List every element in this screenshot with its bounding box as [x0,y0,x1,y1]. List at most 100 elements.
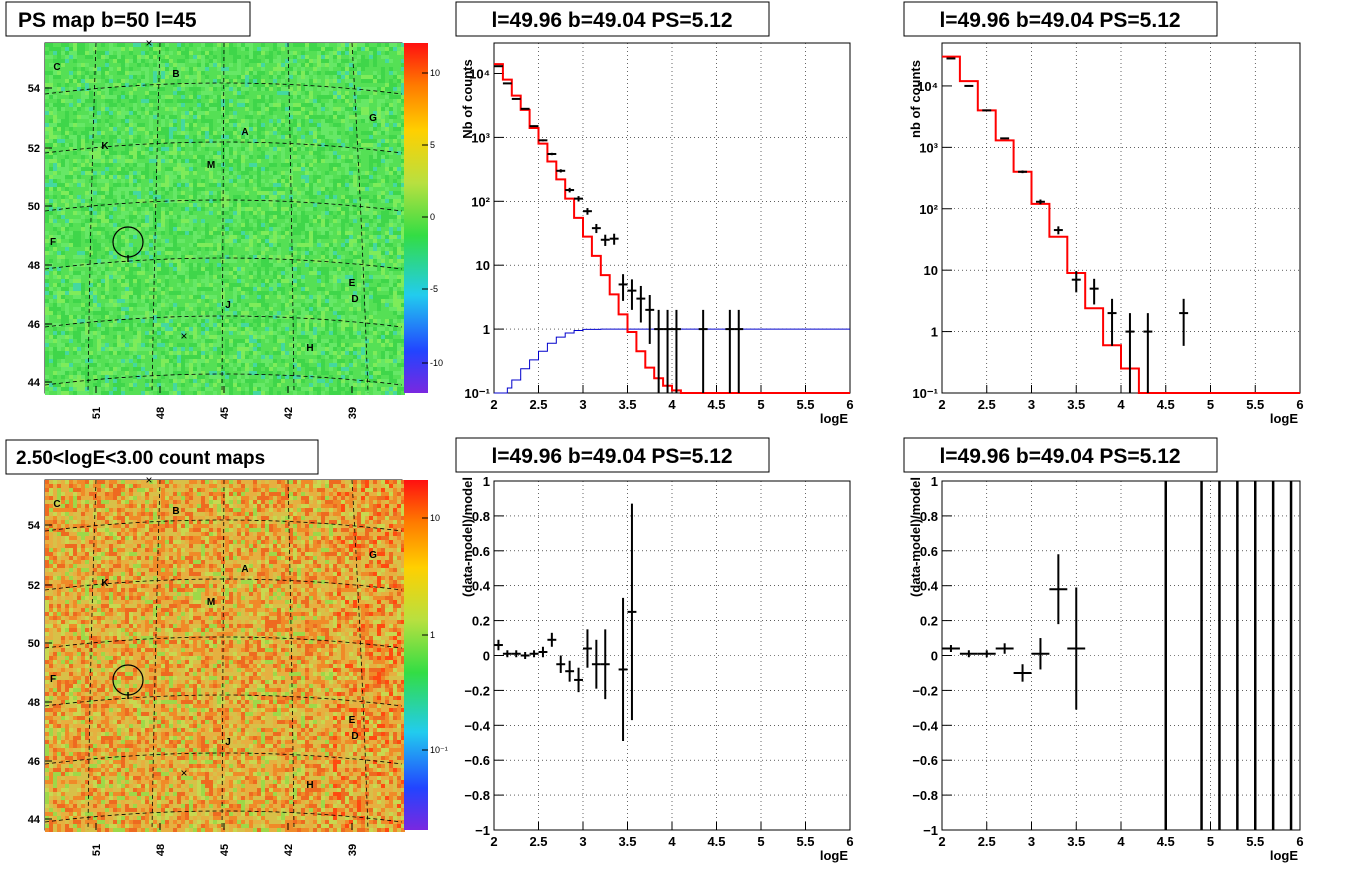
map-pixel [289,59,293,63]
map-pixel [205,227,209,231]
map-pixel [125,79,129,83]
map-pixel [165,207,169,211]
map-pixel [313,199,317,203]
map-pixel [349,251,353,255]
map-pixel [401,103,405,107]
map-pixel [305,47,309,51]
map-pixel [201,47,205,51]
map-pixel [209,259,213,263]
map-pixel [245,247,249,251]
map-pixel [337,119,341,123]
map-pixel [181,99,185,103]
map-pixel [381,87,385,91]
map-pixel [377,231,381,235]
map-pixel [245,47,249,51]
map-pixel [217,207,221,211]
map-pixel [121,83,125,87]
map-pixel [353,199,357,203]
map-pixel [173,143,177,147]
map-pixel [345,227,349,231]
map-pixel [153,227,157,231]
map-pixel [213,223,217,227]
map-pixel [181,263,185,267]
map-pixel [161,75,165,79]
map-pixel [101,223,105,227]
map-pixel [365,255,369,259]
map-pixel [153,71,157,75]
map-pixel [361,51,365,55]
map-pixel [109,175,113,179]
map-pixel [165,215,169,219]
map-pixel [97,139,101,143]
map-pixel [397,131,401,135]
map-pixel [105,47,109,51]
map-pixel [353,119,357,123]
map-pixel [377,195,381,199]
map-pixel [301,83,305,87]
map-pixel [313,119,317,123]
map-pixel [193,87,197,91]
map-pixel [361,131,365,135]
map-pixel [329,99,333,103]
map-pixel [101,47,105,51]
map-pixel [329,95,333,99]
map-pixel [293,203,297,207]
map-pixel [77,51,81,55]
map-pixel [253,51,257,55]
map-pixel [153,203,157,207]
map-pixel [309,183,313,187]
map-pixel [49,163,53,167]
map-pixel [201,75,205,79]
map-pixel [117,75,121,79]
map-pixel [241,171,245,175]
map-pixel [329,123,333,127]
map-pixel [109,223,113,227]
map-pixel [169,179,173,183]
map-pixel [205,55,209,59]
map-pixel [205,259,209,263]
map-pixel [113,51,117,55]
map-pixel [173,107,177,111]
map-pixel [349,255,353,259]
map-pixel [129,179,133,183]
map-pixel [265,235,269,239]
map-pixel [361,47,365,51]
map-pixel [249,51,253,55]
map-pixel [181,187,185,191]
map-pixel [285,243,289,247]
map-pixel [269,187,273,191]
map-pixel [97,159,101,163]
map-pixel [377,199,381,203]
map-pixel [229,91,233,95]
map-pixel [157,95,161,99]
map-pixel [257,251,261,255]
map-pixel [53,95,57,99]
map-pixel [77,83,81,87]
map-pixel [117,247,121,251]
map-pixel [285,163,289,167]
map-pixel [393,199,397,203]
map-pixel [189,239,193,243]
map-pixel [141,123,145,127]
map-pixel [365,127,369,131]
map-pixel [297,47,301,51]
map-pixel [365,115,369,119]
map-pixel [245,103,249,107]
map-pixel [205,79,209,83]
map-pixel [257,127,261,131]
map-pixel [389,115,393,119]
map-pixel [233,155,237,159]
map-pixel [313,143,317,147]
map-pixel [85,43,89,47]
map-pixel [117,163,121,167]
map-pixel [129,59,133,63]
map-pixel [109,167,113,171]
map-pixel [49,55,53,59]
map-pixel [53,203,57,207]
map-pixel [385,191,389,195]
map-pixel [165,79,169,83]
map-pixel [97,135,101,139]
map-pixel [269,227,273,231]
map-pixel [89,187,93,191]
map-pixel [389,215,393,219]
